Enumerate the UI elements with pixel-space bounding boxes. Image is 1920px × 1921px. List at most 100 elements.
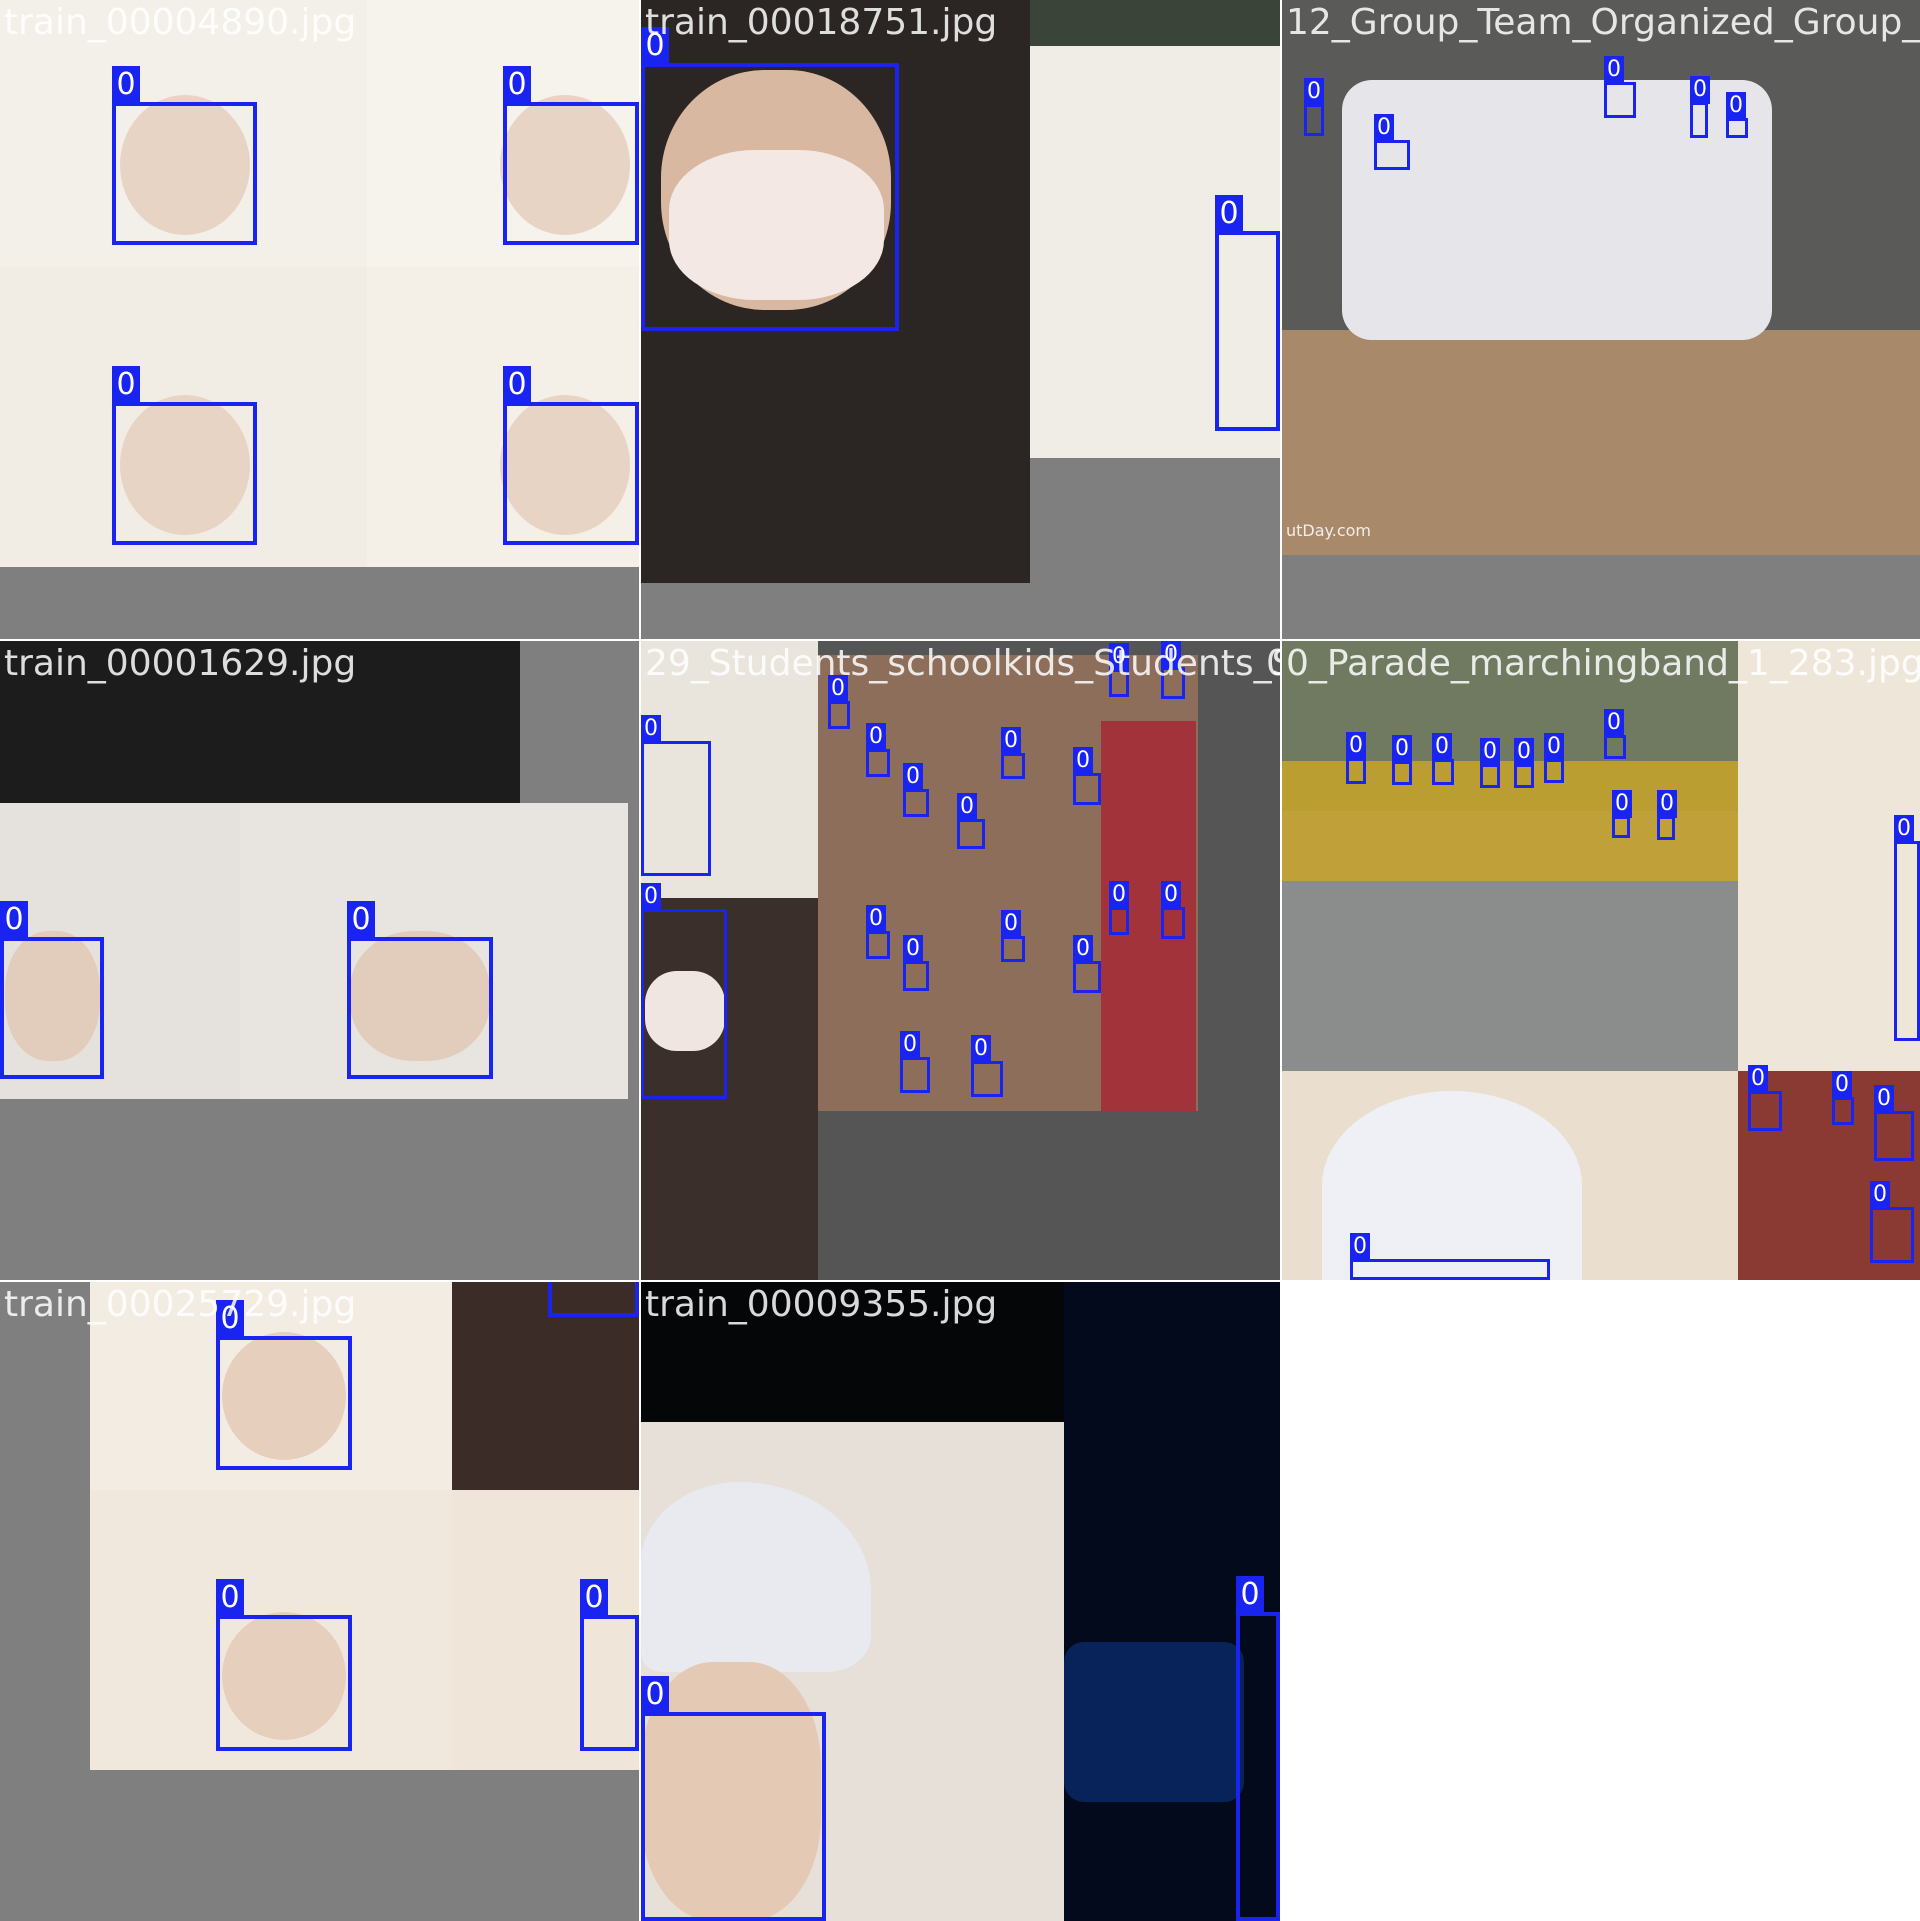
photo-strip: [1030, 0, 1280, 46]
bbox-face: 0: [1604, 709, 1626, 759]
bbox-label: 0: [1690, 76, 1710, 104]
bbox-face: 0: [1544, 733, 1564, 783]
bbox-label: 0: [1236, 1576, 1264, 1614]
bbox-label: 0: [1870, 1181, 1890, 1209]
tile-watermark: utDay.com: [1286, 521, 1371, 540]
bbox-face: 0: [641, 1676, 826, 1921]
mosaic-tile-6: 0_Parade_marchingband_1_283.jpg 0 0 0 0 …: [1282, 641, 1920, 1280]
bbox-label: 0: [971, 1035, 991, 1063]
bbox-label: 0: [503, 66, 531, 104]
face-shape: [641, 1662, 821, 1921]
bbox-label: 0: [1350, 1233, 1370, 1261]
bbox-label: 0: [1604, 709, 1624, 737]
gray-padding: [1282, 555, 1920, 639]
photo-quadrant: [641, 641, 818, 898]
face-shape: [120, 95, 250, 235]
bbox-label: 0: [866, 905, 886, 933]
bbox-face: 0: [900, 1031, 930, 1093]
bbox-label: 0: [580, 1579, 608, 1617]
gray-padding: [641, 583, 1030, 639]
bbox-label: 0: [1001, 727, 1021, 755]
bbox-label: 0: [1748, 1065, 1768, 1093]
bbox-label: 0: [1894, 815, 1914, 843]
bbox-face: 0: [1832, 1071, 1854, 1125]
bbox-face: 0: [1374, 114, 1410, 170]
bbox-face: 0: [957, 793, 985, 849]
bbox-face: 0: [641, 715, 711, 876]
bbox-label: 0: [1392, 735, 1412, 763]
bbox-label: 0: [112, 366, 140, 404]
bbox-label: 0: [0, 901, 28, 939]
bbox-face: 0: [216, 1579, 352, 1751]
bbox-face: 0: [112, 366, 257, 545]
bbox-label: 0: [1109, 881, 1129, 909]
mosaic-tile-5: 29_Students_schoolkids_Students_Sc 0_Par…: [641, 641, 1280, 1280]
bbox-face: 0: [503, 66, 639, 245]
bbox-face: 0: [1001, 727, 1025, 779]
photo-strip: [0, 641, 520, 803]
crowd-red: [1101, 721, 1196, 1111]
bbox-face: 0: [503, 366, 639, 545]
photo-quadrant: [1030, 46, 1280, 458]
tile-filename: train_00018751.jpg: [645, 2, 998, 43]
gym-floor: [1282, 330, 1920, 555]
bbox-face: 0: [347, 901, 493, 1079]
bbox-face: 0: [1001, 910, 1025, 962]
bbox-face: 0: [1874, 1085, 1914, 1161]
bbox-face: 0: [1604, 56, 1636, 118]
gray-padding: [1030, 458, 1280, 639]
bbox-label: 0: [347, 901, 375, 939]
bbox-face: 0: [1350, 1233, 1550, 1280]
bbox-face: 0: [866, 905, 890, 959]
face-shape: [222, 1332, 346, 1460]
headband-shape: [641, 1482, 871, 1672]
bbox-label: 0: [903, 935, 923, 963]
bbox-face: 0: [1346, 732, 1366, 784]
face-shape: [5, 931, 100, 1061]
bbox-face: 0: [1612, 790, 1632, 838]
bbox-face: 0: [1432, 733, 1454, 785]
bbox-label: 0: [216, 1579, 244, 1617]
face-shape: [500, 395, 630, 535]
mosaic-tile-4: train_00001629.jpg 0 0: [0, 641, 639, 1280]
bbox-label: 0: [1161, 641, 1181, 669]
mosaic-tile-2: train_00018751.jpg 0 0: [641, 0, 1280, 639]
tile-filename: 0_Parade_marchingband_1_283.jpg: [1286, 643, 1920, 684]
bbox-face: 0: [1215, 195, 1280, 431]
bbox-label: 0: [1874, 1085, 1894, 1113]
bbox-label: 0: [112, 66, 140, 104]
bbox-face: 0: [1109, 643, 1129, 697]
bbox-label: 0: [1604, 56, 1624, 84]
face-shape: [350, 931, 490, 1061]
blue-glow: [1064, 1642, 1244, 1802]
mask-shape: [669, 150, 884, 300]
bbox-label: 0: [1215, 195, 1243, 233]
bbox-face: 0: [0, 901, 104, 1079]
bbox-label: 0: [641, 883, 661, 911]
bbox-face: 0: [1870, 1181, 1914, 1263]
bbox-face: 0: [112, 66, 257, 245]
bbox-label: 0: [641, 1676, 669, 1714]
bbox-face: 0: [548, 1282, 639, 1317]
bbox-face: 0: [1161, 641, 1185, 699]
mosaic-tile-3: 12_Group_Team_Organized_Group_ utDay.com…: [1282, 0, 1920, 639]
bbox-label: 0: [1432, 733, 1452, 761]
bbox-face: 0: [1073, 747, 1101, 805]
bbox-label: 0: [1612, 790, 1632, 818]
bbox-label: 0: [1726, 92, 1746, 120]
bbox-face: 0: [1690, 76, 1710, 138]
bbox-label: 0: [1832, 1071, 1852, 1099]
photo-quadrant: [1738, 641, 1920, 1071]
bbox-label: 0: [828, 675, 848, 703]
bbox-face: 0: [971, 1035, 1003, 1097]
bbox-label: 0: [503, 366, 531, 404]
bbox-face: 0: [903, 763, 929, 817]
bbox-label: 0: [641, 27, 669, 65]
bbox-label: 0: [1544, 733, 1564, 761]
players: [1342, 80, 1772, 340]
bbox-face: 0: [580, 1579, 639, 1751]
bbox-label: 0: [900, 1031, 920, 1059]
bbox-face: 0: [641, 883, 727, 1099]
bbox-face: 0: [1304, 78, 1324, 136]
bbox-label: 0: [866, 723, 886, 751]
